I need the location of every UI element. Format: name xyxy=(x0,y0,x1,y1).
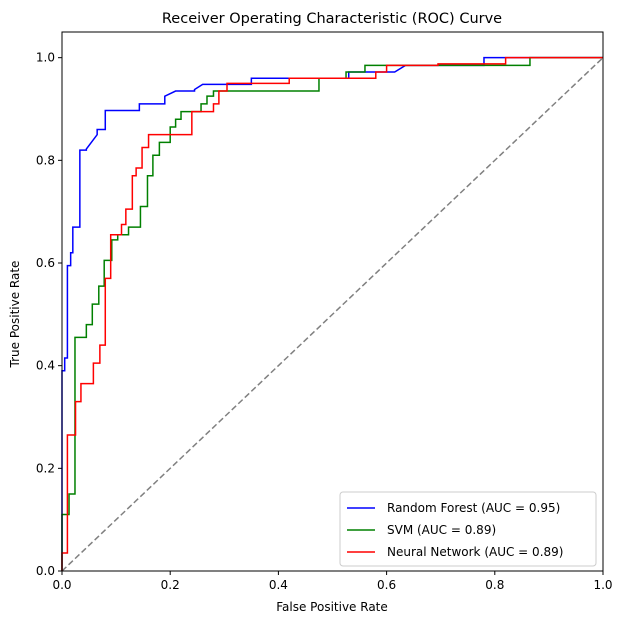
legend-entry: Neural Network (AUC = 0.89) xyxy=(387,545,563,559)
y-tick-label: 0.2 xyxy=(36,461,55,475)
x-tick-label: 0.6 xyxy=(377,578,396,592)
chance-diagonal-line xyxy=(61,57,604,572)
series-line-1 xyxy=(61,56,603,571)
y-axis-label: True Positive Rate xyxy=(8,261,22,369)
x-tick-label: 0.8 xyxy=(485,578,504,592)
x-tick-label: 0.0 xyxy=(52,578,71,592)
series-line-0 xyxy=(61,56,603,571)
x-tick-label: 1.0 xyxy=(593,578,612,592)
series-line-2 xyxy=(61,56,603,571)
y-tick-label: 0.8 xyxy=(36,153,55,167)
legend-entry: Random Forest (AUC = 0.95) xyxy=(387,501,560,515)
legend: Random Forest (AUC = 0.95) SVM (AUC = 0.8… xyxy=(339,491,597,567)
legend-box xyxy=(339,491,597,567)
y-tick-label: 1.0 xyxy=(36,51,55,65)
axis-ticks: 0.0 0.2 0.4 0.6 0.8 1.0 0.0 0.2 0.4 0.6 0.8 1.0 xyxy=(36,51,613,592)
y-tick-label: 0.6 xyxy=(36,256,55,270)
x-tick-label: 0.2 xyxy=(161,578,180,592)
axes-frame xyxy=(61,31,604,572)
y-tick-label: 0.0 xyxy=(36,564,55,578)
legend-entry: SVM (AUC = 0.89) xyxy=(387,523,496,537)
x-axis-label: False Positive Rate xyxy=(276,600,388,614)
y-tick-label: 0.4 xyxy=(36,359,55,373)
plot-area xyxy=(61,56,604,572)
chart-title: Receiver Operating Characteristic (ROC) … xyxy=(162,11,502,27)
x-tick-label: 0.4 xyxy=(269,578,288,592)
